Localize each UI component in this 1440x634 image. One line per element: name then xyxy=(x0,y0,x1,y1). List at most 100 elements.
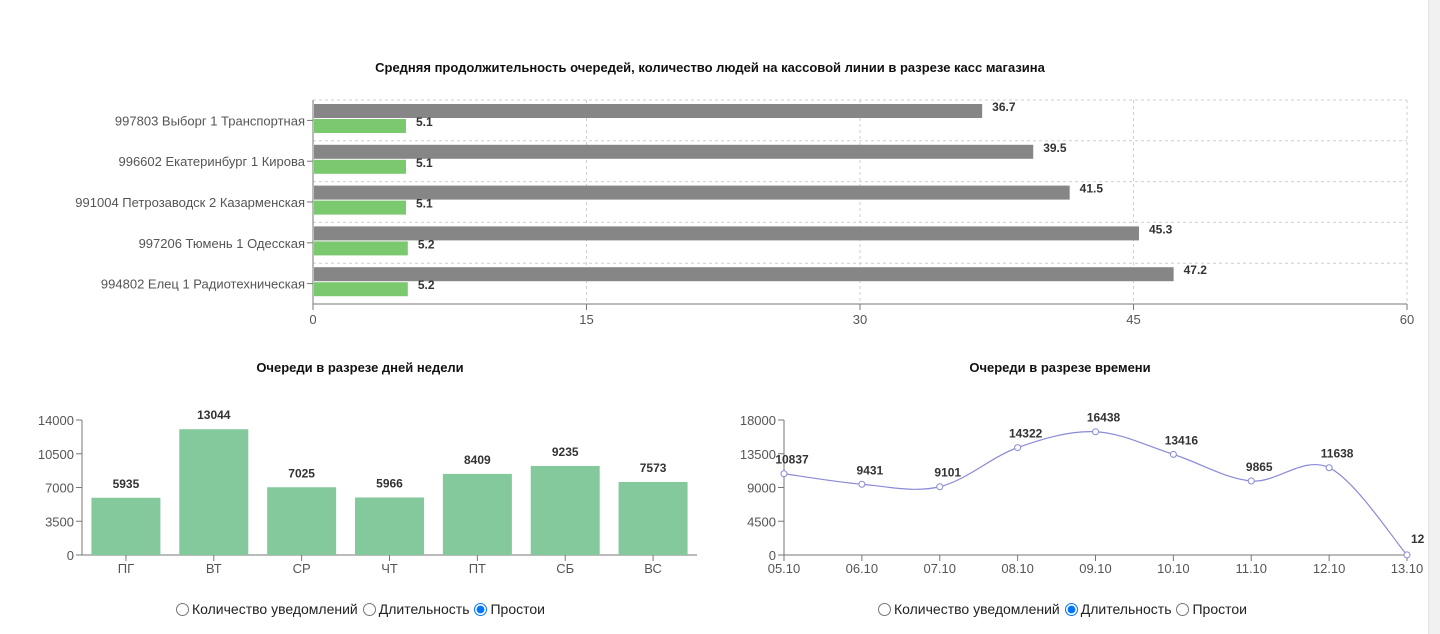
bar-value-label: 5.2 xyxy=(418,278,435,292)
x-tick-label: СБ xyxy=(556,561,574,576)
days-radio-notifications-label: Количество уведомлений xyxy=(192,601,358,617)
x-tick-label: 08.10 xyxy=(1001,561,1034,576)
y-tick-label: 13500 xyxy=(740,447,776,462)
bar-value-label: 39.5 xyxy=(1043,141,1067,155)
point-value-label: 14322 xyxy=(1009,427,1043,441)
time-radio-duration[interactable]: Длительность xyxy=(1064,601,1172,617)
days-radio-notifications[interactable]: Количество уведомлений xyxy=(176,601,358,617)
data-point xyxy=(1247,477,1255,485)
time-radio-duration-input[interactable] xyxy=(1064,602,1078,616)
data-point xyxy=(1092,428,1099,436)
bar xyxy=(314,282,408,297)
x-tick-label: 10.10 xyxy=(1157,561,1190,576)
bar-value-label: 8409 xyxy=(464,453,491,467)
x-tick-label: ВТ xyxy=(206,561,222,576)
bar-value-label: 5.2 xyxy=(418,237,435,251)
bar xyxy=(314,159,406,174)
point-value-label: 10837 xyxy=(775,453,809,467)
bar xyxy=(314,185,1070,200)
x-tick-label: 13.10 xyxy=(1391,561,1424,576)
bar xyxy=(314,200,406,215)
data-point xyxy=(780,470,788,478)
series-line xyxy=(783,431,1408,556)
stores-bar-chart: 0 15 30 45 60 997803 Выборг 1 Транспортная 36.… xyxy=(75,99,1414,327)
y-tick-label: 9000 xyxy=(747,481,776,496)
bar-value-label: 7025 xyxy=(288,466,315,480)
time-radio-notifications-label: Количество уведомлений xyxy=(894,601,1060,617)
days-radio-notifications-input[interactable] xyxy=(176,602,189,616)
x-tick-label: 30 xyxy=(853,312,867,327)
bar xyxy=(314,241,408,256)
chart-title-days: Очереди в разрезе дней недели xyxy=(256,360,464,375)
time-mode-switch: Количество уведомлений Длительность Прос… xyxy=(878,601,1252,617)
bar-value-label: 5935 xyxy=(113,477,140,491)
days-radio-downtime-label: Простои xyxy=(490,601,545,617)
point-value-label: 12 xyxy=(1411,532,1425,546)
data-point xyxy=(936,483,944,491)
bar-value-label: 13044 xyxy=(197,408,231,422)
x-tick-label: СР xyxy=(293,561,311,576)
bar-value-label: 5966 xyxy=(376,476,403,490)
bar-value-label: 47.2 xyxy=(1184,263,1208,277)
bar-value-label: 5.1 xyxy=(416,197,433,211)
x-tick-label: 15 xyxy=(579,312,593,327)
x-tick-label: ВС xyxy=(644,561,662,576)
y-tick-label: 10500 xyxy=(38,447,74,462)
store-label: 996602 Екатеринбург 1 Кирова xyxy=(118,154,305,169)
store-label: 994802 Елец 1 Радиотехническая xyxy=(101,277,305,292)
bar xyxy=(314,104,983,118)
time-radio-duration-label: Длительность xyxy=(1080,601,1172,617)
x-tick-label: ПТ xyxy=(469,561,486,576)
days-radio-downtime[interactable]: Простои xyxy=(474,601,545,617)
y-tick-label: 18000 xyxy=(740,413,776,428)
bar xyxy=(314,226,1139,241)
chart-title-time: Очереди в разрезе времени xyxy=(969,360,1151,375)
point-value-label: 9865 xyxy=(1246,460,1273,474)
time-radio-downtime-label: Простои xyxy=(1192,601,1247,617)
bar-value-label: 36.7 xyxy=(992,100,1016,114)
bar xyxy=(91,497,161,555)
x-tick-label: 09.10 xyxy=(1079,561,1112,576)
bar-value-label: 9235 xyxy=(552,445,579,459)
bar xyxy=(442,473,512,555)
y-tick-label: 0 xyxy=(769,548,776,563)
bar xyxy=(355,497,424,555)
bar-value-label: 7573 xyxy=(640,461,667,475)
x-tick-label: 12.10 xyxy=(1313,561,1346,576)
time-radio-notifications[interactable]: Количество уведомлений xyxy=(878,601,1060,617)
y-tick-label: 4500 xyxy=(747,514,776,529)
bar xyxy=(314,144,1034,159)
bar xyxy=(314,267,1174,282)
days-bar-chart: 0 3500 7000 10500 14000 5935 ПГ 13044 ВТ 7025 СР 59… xyxy=(38,408,697,576)
days-radio-downtime-input[interactable] xyxy=(474,602,488,616)
x-tick-label: ЧТ xyxy=(381,561,398,576)
y-tick-label: 7000 xyxy=(45,481,74,496)
point-value-label: 9431 xyxy=(857,463,884,477)
point-value-label: 16438 xyxy=(1087,411,1121,425)
time-radio-downtime[interactable]: Простои xyxy=(1176,601,1247,617)
data-point xyxy=(1325,464,1333,472)
x-tick-label: 05.10 xyxy=(768,561,801,576)
time-radio-downtime-input[interactable] xyxy=(1176,602,1190,616)
days-radio-duration-input[interactable] xyxy=(362,602,376,616)
y-tick-label: 14000 xyxy=(38,413,74,428)
store-label: 997206 Тюмень 1 Одесская xyxy=(139,236,305,251)
time-radio-notifications-input[interactable] xyxy=(878,602,891,616)
days-radio-duration[interactable]: Длительность xyxy=(362,601,470,617)
bar-value-label: 5.1 xyxy=(416,156,433,170)
point-value-label: 11638 xyxy=(1321,447,1354,461)
x-tick-label: ПГ xyxy=(118,561,134,576)
x-tick-label: 07.10 xyxy=(923,561,956,576)
bar-value-label: 41.5 xyxy=(1080,182,1104,196)
days-radio-duration-label: Длительность xyxy=(378,601,470,617)
days-mode-switch: Количество уведомлений Длительность Прос… xyxy=(176,601,550,617)
y-tick-label: 0 xyxy=(67,548,74,563)
store-label: 997803 Выборг 1 Транспортная xyxy=(115,113,305,128)
y-tick-label: 3500 xyxy=(45,514,74,529)
chart-title-stores: Средняя продолжительность очередей, коли… xyxy=(375,60,1045,75)
scrollbar[interactable] xyxy=(1428,0,1440,634)
data-point xyxy=(1403,551,1411,559)
data-point xyxy=(1169,450,1177,458)
bar xyxy=(179,429,249,555)
point-value-label: 9101 xyxy=(934,466,961,480)
